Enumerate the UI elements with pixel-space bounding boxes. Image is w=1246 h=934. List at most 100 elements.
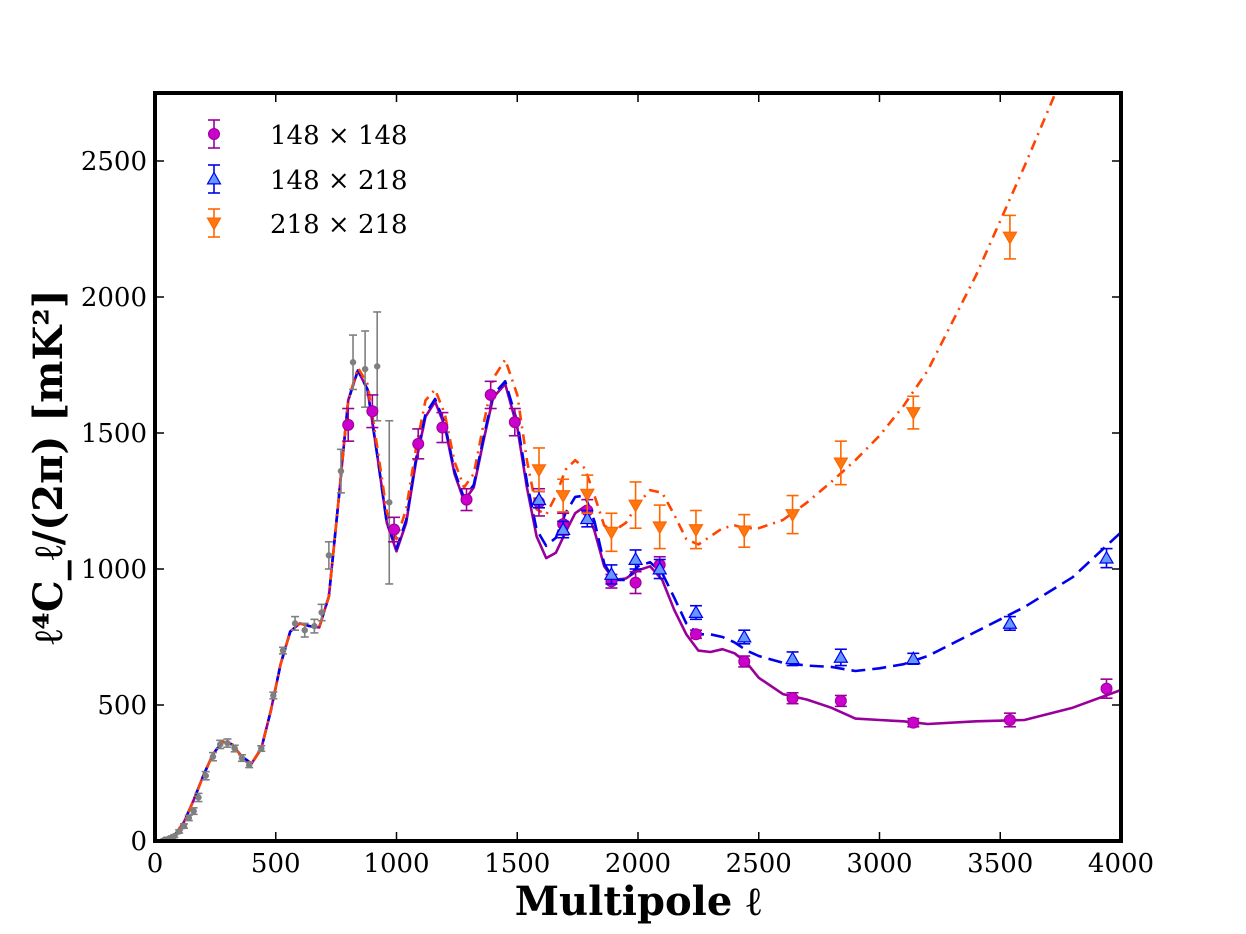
series-0-point-18-marker xyxy=(907,716,920,729)
series-1-point-11-marker xyxy=(1002,615,1018,629)
series-0-point-14-marker xyxy=(689,628,702,641)
x-tick-label-0: 0 xyxy=(147,849,164,879)
legend-marker-148x148 xyxy=(208,119,220,149)
x-tick-label-500: 500 xyxy=(251,849,301,879)
series-3-point-26-marker xyxy=(373,363,381,370)
series-1-point-5-marker xyxy=(652,561,668,575)
x-axis-title: Multipole ℓ xyxy=(515,878,761,925)
series-3-point-2-marker xyxy=(171,832,178,840)
y-tick-label-2000: 2000 xyxy=(81,283,147,313)
series-1-point-7-marker xyxy=(736,629,752,643)
series-3-point-17-marker xyxy=(279,647,287,654)
series-3-point-24-marker xyxy=(349,359,357,366)
series-2-point-4-marker xyxy=(628,499,644,513)
series-0-point-0-marker xyxy=(342,418,355,431)
x-tick-label-1000: 1000 xyxy=(363,849,429,879)
series-3-point-12-marker xyxy=(231,745,238,752)
series-3-point-6-marker xyxy=(190,807,197,815)
x-tick-label-4000: 4000 xyxy=(1088,849,1154,879)
series-0-point-3-marker xyxy=(412,437,425,450)
series-3-point-10-marker xyxy=(216,741,224,748)
series-1-point-12-marker xyxy=(1098,550,1115,564)
series-3-point-4-marker xyxy=(180,822,188,830)
legend-entry-148x218: 148 × 218 xyxy=(206,164,408,196)
legend-marker-218x218 xyxy=(206,208,222,238)
legend-symbol-1 xyxy=(206,171,222,185)
series-3-point-9-marker xyxy=(209,753,217,760)
series-3-point-11-marker xyxy=(224,739,231,747)
series-1-point-0-marker xyxy=(531,491,547,506)
series-0-point-19-marker xyxy=(1003,713,1016,726)
legend-marker-148x218 xyxy=(206,164,222,194)
series-1-point-4-marker xyxy=(628,551,644,565)
legend: 148 × 148 148 × 218 218 × 218 xyxy=(206,119,408,240)
series-1-point-10-marker xyxy=(905,651,921,665)
series-3-point-23-marker xyxy=(337,467,345,475)
series-2-point-8-marker xyxy=(785,509,801,523)
x-tick-label-3000: 3000 xyxy=(846,849,912,879)
series-3-point-14-marker xyxy=(245,761,253,769)
series-3-point-16-marker xyxy=(270,692,277,699)
series-3-point-18-marker xyxy=(291,620,299,627)
legend-symbol-0 xyxy=(208,128,220,140)
y-tick-label-2500: 2500 xyxy=(81,147,147,177)
series-0-point-15-marker xyxy=(738,655,751,668)
series-2-point-10-marker xyxy=(905,407,921,421)
series-1-point-2-marker xyxy=(579,510,595,525)
series-2-point-6-marker xyxy=(688,524,704,538)
series-0-point-7-marker xyxy=(508,416,521,429)
series-3-point-22-marker xyxy=(325,552,333,559)
series-0-point-4-marker xyxy=(436,421,449,434)
y-tick-label-1500: 1500 xyxy=(81,419,147,449)
series-3-point-7-marker xyxy=(195,794,202,801)
x-tick-label-1500: 1500 xyxy=(484,849,550,879)
axis-ticks: 0 500 1000 1500 2000 2500 3000 3500 4000 0 500 1000… xyxy=(81,93,1154,879)
legend-symbol-2 xyxy=(206,217,222,231)
legend-entry-148x148: 148 × 148 xyxy=(208,119,408,151)
x-tick-label-2500: 2500 xyxy=(726,849,792,879)
series-1-point-6-marker xyxy=(688,604,704,618)
legend-label-148x148: 148 × 148 xyxy=(270,121,408,151)
series-3-point-25-marker xyxy=(361,365,369,373)
x-tick-label-3500: 3500 xyxy=(967,849,1033,879)
series-2-point-9-marker xyxy=(833,457,849,471)
series-0-point-20-marker xyxy=(1100,682,1113,695)
y-tick-label-1000: 1000 xyxy=(81,555,147,585)
legend-entry-218x218: 218 × 218 xyxy=(206,208,408,240)
series-1-point-8-marker xyxy=(785,651,801,665)
series-3-point-20-marker xyxy=(311,622,318,630)
series-3-point-5-marker xyxy=(185,814,193,822)
legend-label-218x218: 218 × 218 xyxy=(270,210,408,240)
y-tick-label-0: 0 xyxy=(130,827,147,857)
data-points xyxy=(160,214,1115,841)
series-3-point-21-marker xyxy=(318,609,325,616)
series-3-point-13-marker xyxy=(238,754,246,762)
series-2-point-0-marker xyxy=(531,464,547,478)
series-2-point-2-marker xyxy=(579,488,595,502)
series-3-point-3-marker xyxy=(175,828,183,835)
series-3-point-8-marker xyxy=(202,772,209,779)
series-1-point-3-marker xyxy=(603,566,619,580)
x-tick-label-2000: 2000 xyxy=(605,849,671,879)
series-0-point-2-marker xyxy=(388,523,401,536)
series-0-point-12-marker xyxy=(629,576,642,589)
series-0-point-16-marker xyxy=(786,692,799,705)
legend-label-148x218: 148 × 218 xyxy=(270,166,408,196)
series-3-point-19-marker xyxy=(301,626,308,634)
series-0-point-1-marker xyxy=(366,405,379,418)
series-2-point-1-marker xyxy=(555,490,571,504)
series-0-point-17-marker xyxy=(834,694,847,707)
y-tick-label-500: 500 xyxy=(97,691,147,721)
series-1-point-1-marker xyxy=(555,521,571,536)
series-1-point-9-marker xyxy=(833,649,849,663)
series-2-point-11-marker xyxy=(1002,231,1018,245)
series-0-point-5-marker xyxy=(460,493,473,506)
y-axis-title: ℓ⁴C_ℓ/(2π) [mK²] xyxy=(25,289,72,644)
series-2-point-7-marker xyxy=(736,525,752,539)
series-0-point-6-marker xyxy=(484,388,497,401)
series-2-point-5-marker xyxy=(652,521,668,535)
model-line-2 xyxy=(155,93,1057,841)
series-3-point-15-marker xyxy=(258,745,265,752)
